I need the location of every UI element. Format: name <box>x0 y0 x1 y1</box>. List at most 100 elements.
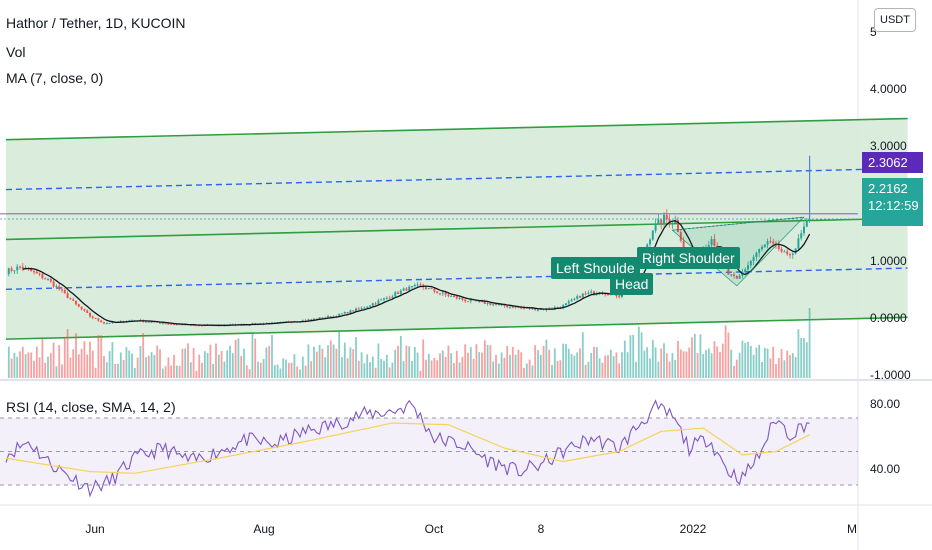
volume-bar <box>542 345 545 378</box>
candle-body <box>355 308 357 312</box>
volume-bar <box>145 357 147 378</box>
volume-bar <box>69 357 72 378</box>
volume-bar <box>609 349 612 378</box>
volume-bar <box>77 354 80 378</box>
volume-bar <box>349 347 352 378</box>
candle-body <box>654 223 657 231</box>
candle-body <box>315 318 318 320</box>
candle-body <box>150 321 153 323</box>
candle-body <box>789 254 791 256</box>
volume-bar <box>310 361 313 378</box>
volume-bar <box>559 360 562 378</box>
volume-bar <box>682 351 685 378</box>
candle-body <box>769 241 772 243</box>
volume-bar <box>268 345 271 378</box>
volume-bar <box>217 354 220 378</box>
candle-body <box>537 309 539 311</box>
candle-body <box>439 293 441 295</box>
candle-body <box>369 305 371 307</box>
candle-body <box>30 269 33 272</box>
volume-bar <box>772 346 775 378</box>
volume-bar <box>355 337 357 378</box>
candle-body <box>562 305 565 308</box>
volume-bar <box>458 362 461 378</box>
volume-bar <box>167 357 170 378</box>
ma-legend[interactable]: MA (7, close, 0) <box>6 70 104 86</box>
volume-bar <box>279 368 282 378</box>
volume-bar <box>198 354 201 378</box>
candle-body <box>416 284 419 286</box>
candle-body <box>343 312 346 314</box>
volume-bar <box>710 353 713 378</box>
volume-bar <box>699 334 702 378</box>
candle-body <box>803 226 805 234</box>
volume-bar <box>643 350 646 378</box>
volume-bar <box>175 365 178 378</box>
price-tick-label: 1.0000 <box>870 254 907 268</box>
candle-body <box>604 293 607 295</box>
candle-body <box>791 253 794 255</box>
volume-bar <box>579 348 581 378</box>
volume-bar <box>441 350 444 378</box>
currency-button[interactable]: USDT <box>874 8 916 32</box>
volume-bar <box>618 363 621 378</box>
candle-body <box>189 324 192 326</box>
volume-bar <box>761 361 763 378</box>
volume-bar <box>335 348 338 378</box>
volume-bar <box>327 345 329 378</box>
candle-body <box>565 303 567 306</box>
volume-bar <box>464 344 467 378</box>
candle-body <box>72 299 75 301</box>
volume-bar <box>61 364 63 378</box>
candle-body <box>576 296 579 299</box>
volume-bar <box>153 355 156 378</box>
volume-bar <box>83 341 86 378</box>
candle-body <box>455 296 458 299</box>
price-tick-label: -1.0000 <box>870 368 911 382</box>
candle-body <box>332 316 335 318</box>
head-label: Head <box>610 273 654 295</box>
volume-bar <box>766 348 769 378</box>
candle-body <box>730 274 733 276</box>
volume-bar <box>514 354 517 378</box>
volume-bar <box>573 355 576 378</box>
candle-body <box>159 322 161 324</box>
candle-body <box>89 312 91 317</box>
volume-bar <box>133 367 136 378</box>
volume-bar <box>363 363 366 378</box>
candle-body <box>83 309 86 311</box>
volume-bar <box>38 357 41 378</box>
volume-bar <box>685 351 688 378</box>
volume-bar <box>240 355 243 378</box>
volume-bar <box>794 357 797 378</box>
candle-body <box>41 274 44 279</box>
volume-bar <box>24 354 27 378</box>
volume-bar <box>75 333 77 378</box>
rsi-legend[interactable]: RSI (14, close, SMA, 14, 2) <box>6 399 176 415</box>
volume-bar <box>495 354 497 378</box>
candle-body <box>7 268 10 275</box>
volume-bar <box>234 339 237 378</box>
volume-bar <box>604 355 607 378</box>
candle-body <box>665 215 668 220</box>
volume-bar <box>551 365 553 378</box>
volume-bar <box>30 352 33 378</box>
candle-body <box>313 318 315 320</box>
volume-bar <box>763 347 766 378</box>
volume-bar <box>433 357 436 378</box>
candle-body <box>593 291 595 295</box>
candle-body <box>679 231 682 241</box>
candle-body <box>752 257 755 261</box>
volume-legend[interactable]: Vol <box>6 44 26 60</box>
volume-bar <box>226 350 229 378</box>
candle-body <box>450 295 453 297</box>
volume-bar <box>105 362 108 378</box>
volume-bar <box>187 343 189 378</box>
candle-body <box>567 301 570 304</box>
volume-bar <box>803 338 805 378</box>
volume-bar <box>674 359 677 378</box>
candle-body <box>649 239 651 245</box>
volume-bar <box>341 357 343 378</box>
candle-body <box>119 321 122 323</box>
volume-bar <box>747 341 749 378</box>
